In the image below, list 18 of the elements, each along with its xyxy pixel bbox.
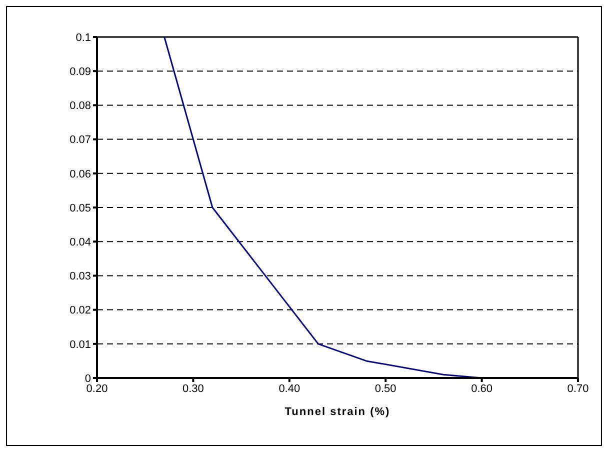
y-tick-label: 0.1 bbox=[76, 32, 91, 44]
x-tick-label: 0.30 bbox=[182, 382, 204, 395]
y-tick-label: 0.04 bbox=[70, 236, 91, 249]
x-axis-title: Tunnel strain (%) bbox=[284, 406, 390, 418]
x-tick-label: 0.50 bbox=[374, 382, 396, 395]
y-tick-label: 0.05 bbox=[70, 202, 91, 214]
y-tick-label: 0.02 bbox=[70, 304, 91, 317]
x-tick-label: 0.20 bbox=[86, 382, 108, 395]
x-tick-label: 0.40 bbox=[278, 382, 300, 395]
y-tick-label: 0.03 bbox=[70, 270, 91, 283]
x-tick-label: 0.70 bbox=[567, 382, 589, 395]
y-tick-label: 0.01 bbox=[70, 338, 91, 351]
y-tick-label: 0.06 bbox=[70, 168, 91, 180]
y-tick-label: 0.07 bbox=[70, 134, 91, 146]
y-tick-label: 0.08 bbox=[70, 100, 91, 112]
y-tick-label: 0.09 bbox=[70, 66, 91, 78]
x-tick-label: 0.60 bbox=[471, 382, 493, 395]
y-tick-label: 0 bbox=[84, 372, 91, 385]
